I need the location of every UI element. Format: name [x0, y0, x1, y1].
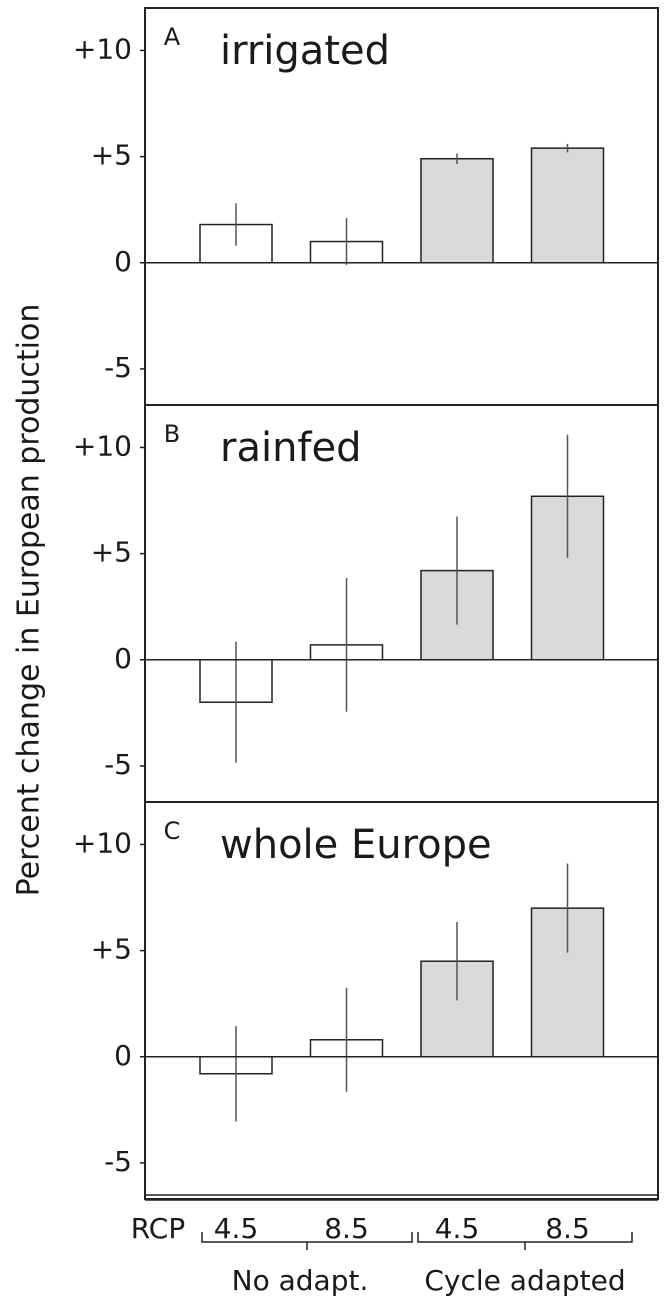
- group-label: No adapt.: [232, 1264, 369, 1297]
- y-tick-label: +10: [73, 429, 132, 462]
- panel-title: rainfed: [220, 425, 362, 471]
- x-tick-label: 8.5: [545, 1212, 590, 1245]
- x-tick-label: 8.5: [324, 1212, 369, 1245]
- y-tick-label: 0: [114, 245, 132, 278]
- x-tick-label: 4.5: [214, 1212, 259, 1245]
- panel-label: B: [164, 420, 180, 448]
- y-axis-label: Percent change in European production: [12, 304, 47, 897]
- y-tick-label: 0: [114, 642, 132, 675]
- x-tick-label: 4.5: [435, 1212, 480, 1245]
- y-tick-label: -5: [104, 351, 132, 384]
- panel-title: whole Europe: [220, 822, 492, 868]
- panel-label: C: [164, 817, 181, 845]
- y-tick-label: +10: [73, 32, 132, 65]
- y-tick-label: -5: [104, 748, 132, 781]
- panel-label: A: [164, 23, 181, 51]
- y-tick-label: 0: [114, 1039, 132, 1072]
- y-tick-label: +5: [91, 536, 132, 569]
- group-label: Cycle adapted: [424, 1264, 625, 1297]
- y-tick-label: -5: [104, 1145, 132, 1178]
- group-bracket: [417, 1232, 633, 1250]
- group-bracket: [201, 1232, 413, 1250]
- y-tick-label: +5: [91, 139, 132, 172]
- panel-title: irrigated: [220, 28, 390, 74]
- panel-frame: [144, 801, 659, 1200]
- y-tick-label: +10: [73, 826, 132, 859]
- x-axis-prefix: RCP: [131, 1212, 186, 1245]
- bar: [420, 157, 494, 264]
- y-tick-label: +5: [91, 933, 132, 966]
- bar: [530, 147, 605, 264]
